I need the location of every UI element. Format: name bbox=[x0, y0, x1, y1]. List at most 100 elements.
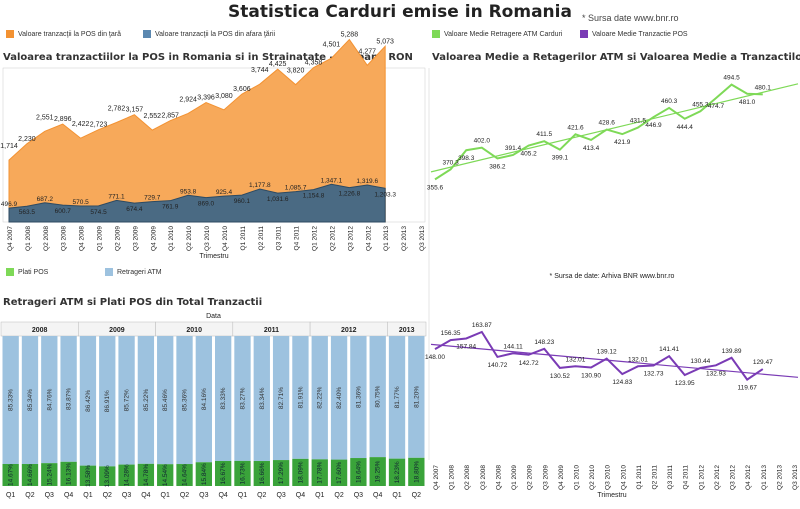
line-series-atm-label: 398.3 bbox=[458, 155, 475, 162]
bar-quarter-label: Q2 bbox=[257, 492, 266, 499]
line-series-pos-label: 140.72 bbox=[487, 362, 507, 369]
area-data-label-domestic: 5,073 bbox=[376, 38, 394, 45]
area-x-tick-label: Q3 2012 bbox=[347, 226, 354, 251]
line-series-pos-label: 130.44 bbox=[690, 358, 710, 365]
bar-pos-label: 16.13% bbox=[66, 463, 73, 485]
area-data-label-abroad: 574.5 bbox=[90, 209, 107, 216]
bar-pos-segment bbox=[292, 458, 309, 486]
bar-pos-segment bbox=[215, 460, 232, 486]
line-series-atm-label: 411.5 bbox=[536, 131, 552, 138]
bar-atm-label: 86.91% bbox=[104, 390, 111, 412]
bar-pos-label: 13.58% bbox=[85, 465, 92, 487]
line-x-tick-label: Q3 2012 bbox=[730, 465, 737, 490]
area-data-label-domestic: 2,896 bbox=[54, 116, 72, 123]
line-series-atm-label: 460.3 bbox=[661, 98, 678, 105]
line-series-pos-label: 141.41 bbox=[659, 346, 679, 353]
legend-retrageri-atm[interactable]: Retrageri ATM bbox=[105, 268, 162, 276]
bar-atm-segment bbox=[388, 336, 406, 459]
line-series-pos-label: 124.83 bbox=[612, 379, 632, 386]
bar-pos-label: 14.67% bbox=[8, 464, 15, 486]
line-x-tick-label: Q1 2013 bbox=[761, 465, 768, 490]
legend-atm-avg[interactable]: Valoare Medie Retragere ATM Carduri bbox=[432, 30, 562, 38]
line-x-tick-label: Q4 2012 bbox=[745, 465, 752, 490]
bar-atm-label: 84.76% bbox=[46, 388, 53, 410]
legend-label: Retrageri ATM bbox=[117, 268, 162, 276]
bar-pos-label: 14.64% bbox=[182, 464, 189, 486]
area-x-tick-label: Q3 2013 bbox=[419, 226, 426, 251]
line-series-pos-label: 132.01 bbox=[628, 356, 648, 363]
area-data-label-abroad: 1,031.6 bbox=[267, 196, 289, 203]
area-series-domestic bbox=[8, 38, 386, 223]
bar-pos-segment bbox=[272, 460, 290, 486]
bar-atm-segment bbox=[137, 336, 155, 464]
line-x-tick-label: Q3 2008 bbox=[480, 465, 487, 490]
area-data-label-abroad: 771.1 bbox=[108, 193, 125, 200]
bar-pos-label: 16.67% bbox=[220, 462, 227, 484]
legend-label: Valoare tranzacţii la POS din afara ţări… bbox=[155, 30, 276, 38]
bar-year-label: 2010 bbox=[186, 327, 202, 334]
line-series-atm-label: 446.9 bbox=[645, 122, 662, 129]
area-x-tick-label: Q4 2007 bbox=[7, 226, 14, 251]
bar-pos-segment bbox=[2, 463, 19, 486]
line-series-pos-label: 148.00 bbox=[425, 354, 445, 361]
area-x-tick-label: Q3 2008 bbox=[61, 226, 68, 251]
area-data-label-abroad: 570.5 bbox=[73, 199, 90, 206]
bar-atm-label: 81.91% bbox=[297, 386, 304, 408]
legend-label: Plati POS bbox=[18, 268, 49, 276]
bar-quarter-label: Q1 bbox=[6, 492, 15, 499]
line-series-atm bbox=[434, 83, 763, 181]
bar-pos-label: 14.66% bbox=[27, 464, 34, 486]
area-x-tick-label: Q3 2009 bbox=[132, 226, 139, 251]
line-series-pos-label: 119.67 bbox=[737, 385, 757, 392]
line-series-atm-label: 455.3 bbox=[692, 101, 709, 108]
line-series-pos-label: 130.90 bbox=[581, 372, 601, 379]
line-series-atm-label: 355.6 bbox=[427, 184, 444, 191]
line-x-tick-label: Q1 2012 bbox=[698, 465, 705, 490]
area-x-tick-label: Q1 2009 bbox=[97, 226, 104, 251]
legend-pos-avg[interactable]: Valoare Medie Tranzactie POS bbox=[580, 30, 688, 38]
bar-atm-label: 85.72% bbox=[124, 389, 131, 411]
bar-pos-label: 14.28% bbox=[124, 464, 131, 486]
line-x-tick-label: Q2 2012 bbox=[714, 465, 721, 490]
bar-pos-label: 18.23% bbox=[394, 461, 401, 483]
area-data-label-abroad: 869.0 bbox=[198, 201, 215, 208]
area-x-tick-label: Q1 2010 bbox=[168, 226, 175, 251]
line-x-tick-label: Q2 2008 bbox=[464, 465, 471, 490]
legend-pos-domestic[interactable]: Valoare tranzacţii la POS din ţară bbox=[6, 30, 121, 38]
legend-swatch-purple bbox=[580, 30, 588, 38]
line-x-tick-label: Q3 2011 bbox=[667, 465, 674, 490]
line-x-tick-label: Q4 2011 bbox=[683, 465, 690, 490]
bar-atm-label: 85.34% bbox=[27, 389, 34, 411]
area-data-label-domestic: 2,552 bbox=[144, 113, 162, 120]
area-data-label-abroad: 1,177.8 bbox=[249, 182, 271, 189]
bar-atm-segment bbox=[272, 336, 290, 461]
bar-pos-segment bbox=[137, 463, 155, 486]
bar-pos-label: 18.64% bbox=[355, 461, 362, 483]
bar-atm-segment bbox=[292, 336, 309, 459]
bar-pos-segment bbox=[369, 457, 386, 486]
bar-quarter-label: Q2 bbox=[103, 492, 112, 499]
area-data-label-abroad: 925.4 bbox=[216, 189, 233, 196]
bar-atm-label: 83.27% bbox=[239, 387, 246, 409]
area-x-tick-label: Q2 2013 bbox=[401, 226, 408, 251]
line-series-pos-label: 148.23 bbox=[534, 339, 554, 346]
source-note: * Sursa date www.bnr.ro bbox=[582, 13, 679, 23]
area-data-label-abroad: 600.7 bbox=[55, 208, 72, 215]
line-series-atm-label: 413.4 bbox=[583, 145, 600, 152]
bar-pos-label: 18.80% bbox=[413, 461, 420, 483]
line-series-atm-label: 391.4 bbox=[505, 145, 522, 152]
legend-plati-pos[interactable]: Plati POS bbox=[6, 268, 48, 276]
bar-atm-label: 81.77% bbox=[394, 386, 401, 408]
area-chart-title: Valoarea tranzactiilor la POS in Romania… bbox=[3, 52, 413, 63]
bar-pos-segment bbox=[118, 464, 135, 486]
area-data-label-domestic: 2,422 bbox=[72, 121, 90, 128]
legend-pos-abroad[interactable]: Valoare tranzacţii la POS din afara ţări… bbox=[143, 30, 275, 38]
bar-atm-label: 83.34% bbox=[259, 387, 266, 409]
area-data-label-domestic: 2,782 bbox=[108, 106, 126, 113]
bar-quarter-label: Q4 bbox=[373, 492, 382, 499]
line-series-pos-label: 132.01 bbox=[566, 356, 586, 363]
line-series-pos-label: 132.93 bbox=[706, 370, 726, 377]
line-series-pos-label: 142.72 bbox=[519, 360, 539, 367]
bar-pos-label: 17.29% bbox=[278, 462, 285, 484]
bar-quarter-label: Q3 bbox=[276, 492, 285, 499]
